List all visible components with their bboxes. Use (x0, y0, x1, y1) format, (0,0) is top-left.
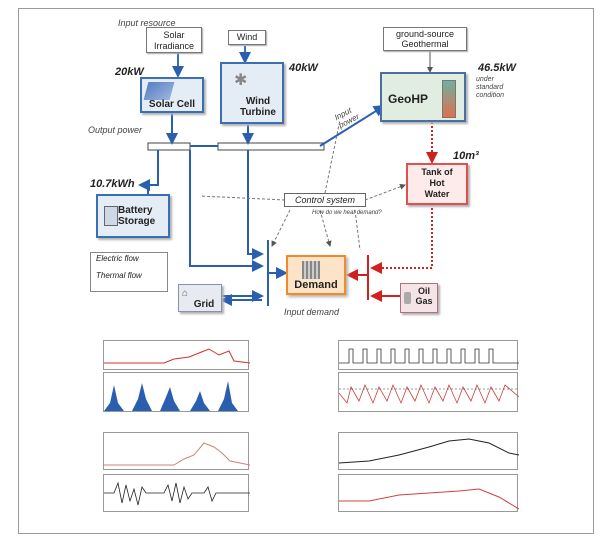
solar-power-label: 20kW (115, 66, 144, 78)
grid-box: ⌂ Grid (178, 284, 222, 312)
plot-bottom-right-2 (338, 474, 520, 512)
standard-condition-note: under standard condition (476, 76, 505, 99)
grid-label: Grid (193, 299, 215, 310)
control-system-box: Control system (284, 193, 366, 207)
bus-bar-right (217, 142, 325, 151)
plot-bottom-left-1 (103, 432, 251, 470)
hot-water-tank-label: Tank of Hot Water (421, 167, 453, 199)
heat-pump-icon (442, 80, 456, 118)
demand-label: Demand (294, 279, 338, 291)
wind-turbine-label: Wind Turbine (240, 96, 276, 118)
solar-irradiance-box: Solar Irradiance (146, 27, 202, 53)
plot-top-left-2 (103, 372, 250, 412)
solar-cell-box: Solar Cell (140, 77, 204, 113)
battery-storage-box: Battery Storage (96, 194, 170, 238)
hot-water-tank-box: Tank of Hot Water (406, 163, 468, 205)
geohp-box: GeoHP (380, 72, 466, 122)
battery-icon (104, 206, 118, 226)
output-power-label: Output power (88, 125, 143, 135)
plot-bottom-left-2 (103, 474, 250, 512)
oil-gas-box: Oil Gas (400, 283, 438, 313)
wind-source-box: Wind (228, 30, 266, 45)
battery-storage-label: Battery Storage (118, 205, 156, 227)
wind-power-label: 40kW (289, 62, 318, 74)
geo-power-label: 46.5kW (478, 62, 516, 74)
geothermal-source-box: ground-source Geothermal (383, 27, 467, 51)
control-question-note: How do we heat demand? (312, 210, 382, 216)
battery-capacity-label: 10.7kWh (90, 178, 135, 190)
geohp-label: GeoHP (388, 92, 429, 106)
legend-electric-label: Electric flow (96, 254, 139, 263)
legend-thermal-label: Thermal flow (96, 271, 142, 280)
flow-legend (90, 252, 168, 292)
plot-bottom-right-1 (338, 432, 520, 470)
plot-top-left-1 (103, 340, 251, 370)
wind-turbine-box: ✱ Wind Turbine (220, 62, 284, 124)
building-icon (302, 261, 320, 279)
oil-gas-label: Oil Gas (415, 286, 433, 306)
wind-turbine-icon: ✱ (234, 72, 248, 89)
input-demand-label: Input demand (284, 307, 340, 317)
solar-panel-icon (143, 82, 175, 100)
solar-cell-label: Solar Cell (148, 99, 196, 110)
bus-bar-left (147, 142, 191, 151)
fuel-tank-icon (404, 292, 411, 304)
plot-top-right-2 (338, 372, 520, 412)
plot-top-right-1 (338, 340, 519, 370)
power-tower-icon: ⌂ (182, 288, 189, 299)
tank-volume-label: 10m³ (453, 150, 479, 162)
input-resource-label: Input resource (118, 18, 176, 28)
demand-box: Demand (286, 255, 346, 295)
